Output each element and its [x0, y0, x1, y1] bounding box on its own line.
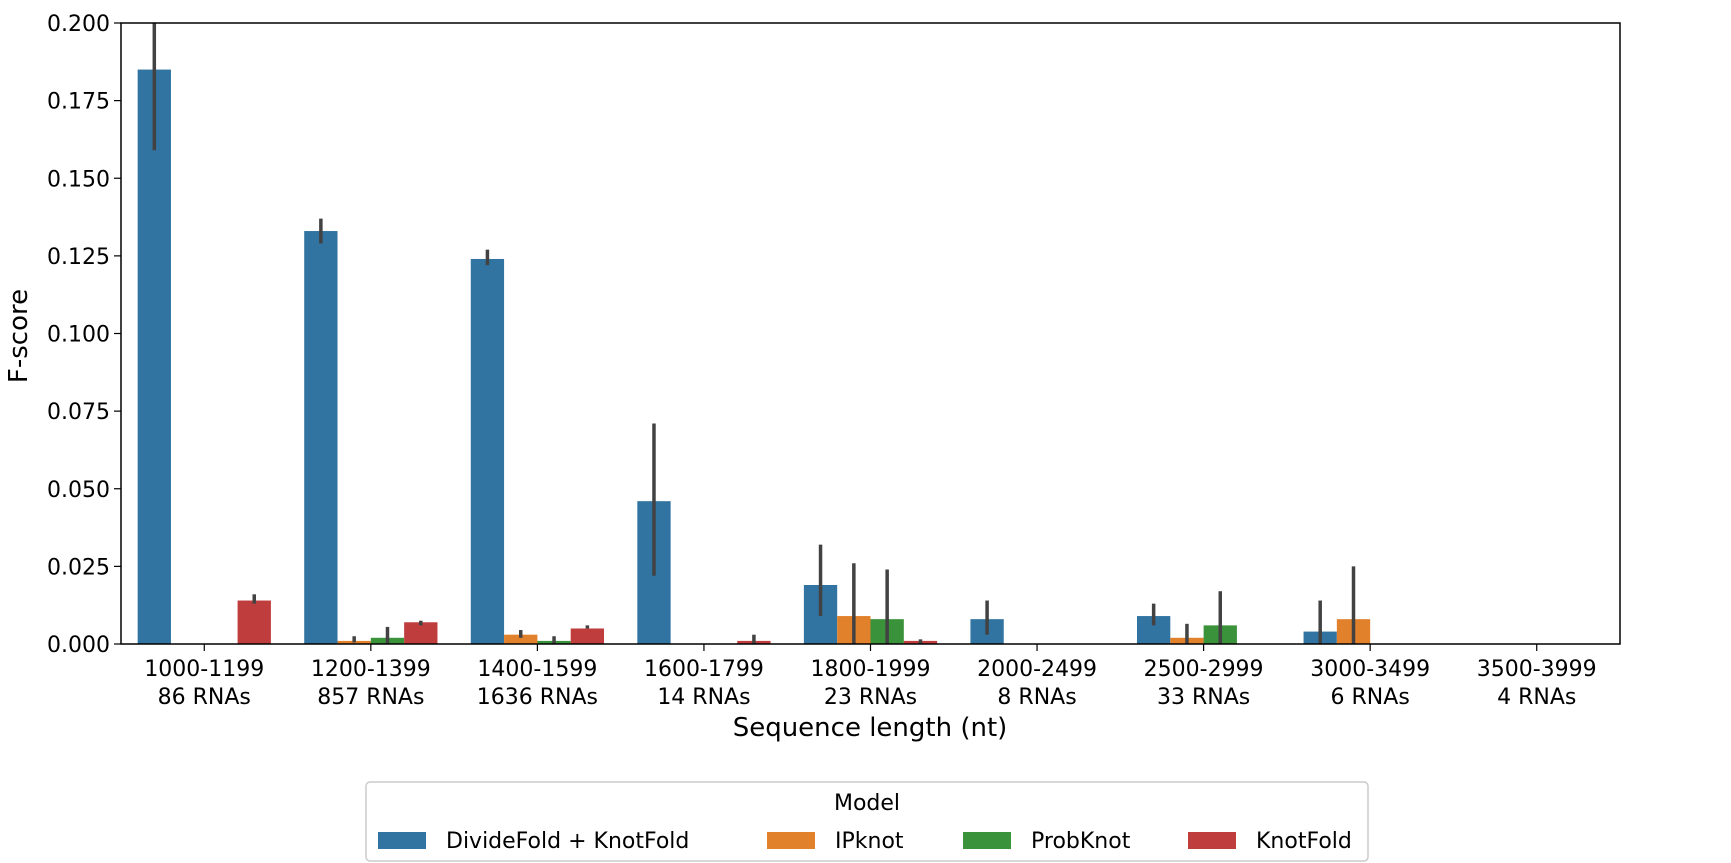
x-tick-label-count-7: 6 RNAs — [1331, 685, 1410, 710]
bar-3-2 — [570, 628, 605, 644]
legend-swatch-3 — [1188, 832, 1236, 849]
y-tick-label-4: 0.100 — [47, 323, 110, 348]
x-tick-label-range-7: 3000-3499 — [1310, 657, 1430, 682]
bars-layer — [137, 69, 1371, 644]
y-axis: 0.000 0.025 0.050 0.075 0.100 0.125 0.150 0.175… — [47, 12, 121, 658]
plot-frame — [120, 22, 1621, 645]
y-tick-label-0: 0.000 — [47, 633, 110, 658]
x-tick-label-count-0: 86 RNAs — [158, 685, 251, 710]
x-tick-label-range-4: 1800-1999 — [811, 657, 931, 682]
bar-0-2 — [470, 258, 505, 644]
legend-swatch-1 — [767, 832, 815, 849]
x-tick-label-range-0: 1000-1199 — [144, 657, 264, 682]
x-tick-label-count-4: 23 RNAs — [824, 685, 917, 710]
y-axis-title: F-score — [4, 289, 34, 383]
legend-title: Model — [834, 791, 900, 816]
y-tick-label-1: 0.025 — [47, 555, 110, 580]
x-axis-title: Sequence length (nt) — [733, 713, 1008, 743]
y-tick-label-6: 0.150 — [47, 167, 110, 192]
x-axis: 1000-1199 86 RNAs 1200-1399 857 RNAs 1400-15… — [144, 644, 1597, 710]
x-tick-label-range-8: 3500-3999 — [1477, 657, 1597, 682]
x-tick-label-count-1: 857 RNAs — [317, 685, 424, 710]
x-tick-label-range-5: 2000-2499 — [977, 657, 1097, 682]
x-tick-label-count-2: 1636 RNAs — [477, 685, 598, 710]
bar-3-0 — [237, 600, 271, 644]
y-tick-label-7: 0.175 — [47, 90, 110, 115]
bar-1-2 — [504, 634, 538, 644]
x-tick-label-count-8: 4 RNAs — [1497, 685, 1576, 710]
x-tick-label-count-5: 8 RNAs — [997, 685, 1076, 710]
legend-box — [365, 781, 1369, 862]
bar-0-0 — [137, 69, 171, 644]
legend-swatch-2 — [963, 832, 1011, 849]
x-tick-label-range-3: 1600-1799 — [644, 657, 764, 682]
legend-label-2: ProbKnot — [1031, 829, 1131, 854]
legend: Model DivideFold + KnotFold IPknot ProbKno… — [365, 781, 1369, 862]
legend-label-3: KnotFold — [1256, 829, 1352, 854]
bar-3-1 — [404, 622, 438, 644]
x-tick-label-count-6: 33 RNAs — [1157, 685, 1250, 710]
legend-label-1: IPknot — [835, 829, 904, 854]
y-tick-label-2: 0.050 — [47, 478, 110, 503]
x-tick-label-range-2: 1400-1599 — [477, 657, 597, 682]
bar-0-1 — [304, 231, 338, 644]
x-tick-label-count-3: 14 RNAs — [657, 685, 750, 710]
error-bars-layer — [152, 23, 1356, 644]
y-tick-label-5: 0.125 — [47, 245, 110, 270]
y-tick-label-3: 0.075 — [47, 400, 110, 425]
legend-swatch-0 — [378, 832, 426, 849]
x-tick-label-range-1: 1200-1399 — [311, 657, 431, 682]
legend-label-0: DivideFold + KnotFold — [446, 829, 689, 854]
x-tick-label-range-6: 2500-2999 — [1144, 657, 1264, 682]
y-tick-label-8: 0.200 — [47, 12, 110, 37]
